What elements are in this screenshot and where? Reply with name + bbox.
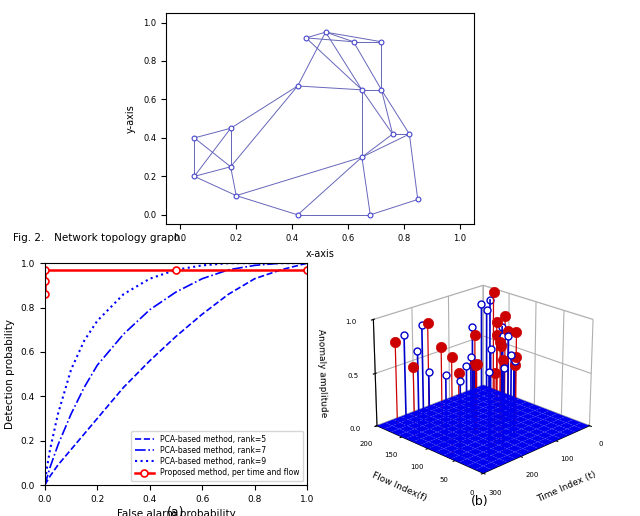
PCA-based method, rank=5 (81, 431, 88, 437)
PCA-based method, rank=7 (93, 362, 101, 368)
PCA-based method, rank=7 (46, 464, 54, 471)
PCA-based method, rank=9 (44, 462, 51, 468)
PCA-based method, rank=9 (93, 318, 101, 324)
PCA-based method, rank=7 (120, 331, 127, 337)
PCA-based method, rank=9 (303, 260, 311, 266)
Point (387, 130, 397, 138)
PCA-based method, rank=9 (277, 260, 285, 266)
PCA-based method, rank=9 (225, 260, 232, 266)
PCA-based method, rank=5 (41, 482, 49, 488)
Point (231, 191, 241, 200)
PCA-based method, rank=5 (303, 260, 311, 266)
Point (356, 153, 367, 162)
PCA-based method, rank=9 (198, 262, 206, 268)
Y-axis label: Detection probability: Detection probability (5, 319, 15, 429)
PCA-based method, rank=5 (44, 477, 51, 483)
Point (321, 28, 331, 36)
Line: Proposed method, per time and flow: Proposed method, per time and flow (42, 266, 310, 298)
Proposed method, per time and flow (41, 278, 49, 284)
PCA-based method, rank=5 (67, 446, 75, 453)
PCA-based method, rank=7 (81, 384, 88, 391)
Proposed method, per time and flow (41, 267, 49, 273)
Point (356, 86, 367, 94)
PCA-based method, rank=9 (251, 260, 259, 266)
X-axis label: False alarm probability: False alarm probability (116, 509, 236, 516)
PCA-based method, rank=7 (277, 260, 285, 266)
PCA-based method, rank=7 (41, 482, 49, 488)
X-axis label: Time Index (t): Time Index (t) (536, 470, 598, 504)
PCA-based method, rank=7 (67, 411, 75, 417)
PCA-based method, rank=5 (42, 480, 50, 486)
Y-axis label: Flow Index(f): Flow Index(f) (371, 471, 428, 503)
PCA-based method, rank=5 (93, 415, 101, 422)
PCA-based method, rank=7 (146, 307, 154, 313)
PCA-based method, rank=9 (120, 291, 127, 297)
PCA-based method, rank=5 (251, 276, 259, 282)
PCA-based method, rank=5 (225, 291, 232, 297)
PCA-based method, rank=5 (146, 358, 154, 364)
Point (413, 196, 423, 204)
PCA-based method, rank=7 (303, 260, 311, 266)
PCA-based method, rank=9 (81, 337, 88, 344)
PCA-based method, rank=7 (44, 473, 51, 479)
Point (189, 172, 200, 181)
Point (292, 211, 303, 219)
PCA-based method, rank=9 (67, 366, 75, 373)
PCA-based method, rank=7 (251, 262, 259, 268)
PCA-based method, rank=9 (41, 482, 49, 488)
PCA-based method, rank=5 (46, 473, 54, 479)
Point (225, 124, 236, 133)
PCA-based method, rank=5 (198, 311, 206, 317)
Point (376, 38, 387, 46)
Text: Fig. 2.   Network topology graph.: Fig. 2. Network topology graph. (13, 233, 184, 243)
Point (348, 38, 358, 46)
PCA-based method, rank=9 (146, 276, 154, 282)
PCA-based method, rank=5 (172, 333, 180, 340)
PCA-based method, rank=5 (54, 462, 62, 468)
Point (225, 163, 236, 171)
Text: (a): (a) (167, 506, 185, 516)
Line: PCA-based method, rank=5: PCA-based method, rank=5 (45, 263, 307, 485)
Line: PCA-based method, rank=7: PCA-based method, rank=7 (45, 263, 307, 485)
Point (292, 82, 303, 90)
Y-axis label: y-axis: y-axis (125, 104, 136, 133)
Proposed method, per time and flow (172, 267, 180, 273)
PCA-based method, rank=9 (172, 267, 180, 273)
PCA-based method, rank=7 (198, 276, 206, 282)
Line: PCA-based method, rank=9: PCA-based method, rank=9 (45, 263, 307, 485)
PCA-based method, rank=9 (46, 446, 54, 453)
PCA-based method, rank=7 (225, 267, 232, 273)
PCA-based method, rank=5 (277, 267, 285, 273)
Legend: PCA-based method, rank=5, PCA-based method, rank=7, PCA-based method, rank=9, Pr: PCA-based method, rank=5, PCA-based meth… (131, 431, 303, 481)
Point (365, 211, 376, 219)
PCA-based method, rank=9 (54, 411, 62, 417)
Point (189, 134, 200, 142)
Point (301, 34, 311, 42)
Proposed method, per time and flow (303, 267, 311, 273)
PCA-based method, rank=7 (54, 442, 62, 448)
PCA-based method, rank=9 (42, 471, 50, 477)
X-axis label: x-axis: x-axis (305, 249, 335, 259)
Point (404, 130, 415, 138)
PCA-based method, rank=5 (120, 384, 127, 391)
Point (376, 86, 387, 94)
Proposed method, per time and flow (41, 291, 49, 297)
Text: (b): (b) (471, 495, 489, 508)
PCA-based method, rank=7 (42, 477, 50, 483)
PCA-based method, rank=7 (172, 289, 180, 295)
